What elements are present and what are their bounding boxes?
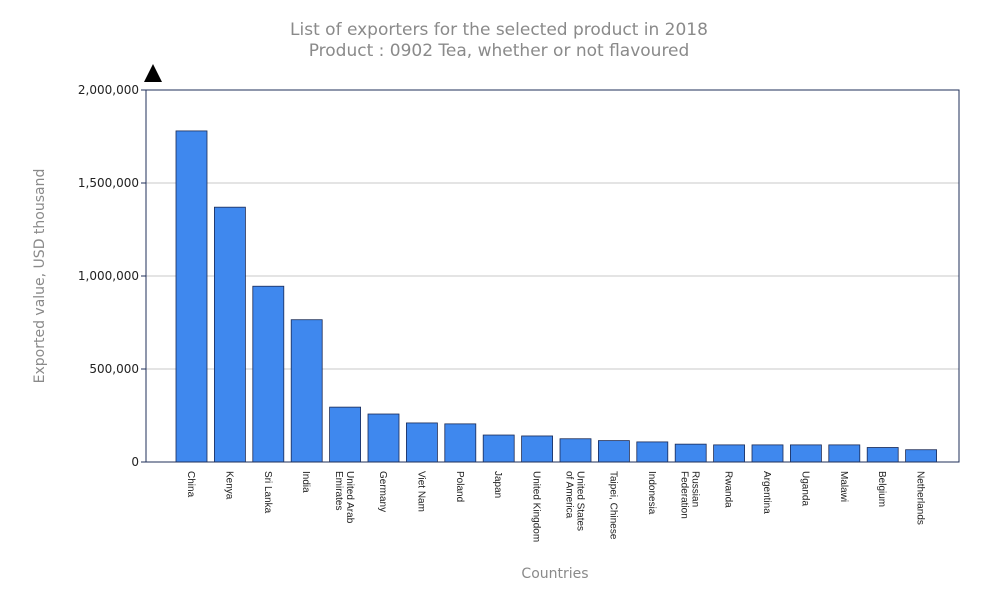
y-axis-title: Exported value, USD thousand: [32, 169, 48, 384]
x-category-label: Uganda: [799, 471, 810, 506]
bar: [828, 444, 861, 463]
bar: [790, 444, 822, 463]
bar: [329, 406, 362, 463]
y-tick-label: 500,000: [89, 362, 139, 376]
x-category-label: Sri Lanka: [262, 471, 273, 514]
x-category-label: China: [185, 471, 196, 498]
x-category-label: Taipei, Chinese: [607, 471, 618, 540]
bar: [175, 130, 208, 463]
bar: [598, 440, 630, 463]
x-category-label: Kenya: [223, 471, 234, 500]
chart-subtitle: Product : 0902 Tea, whether or not flavo…: [309, 41, 690, 61]
x-category-label: Japan: [492, 471, 503, 498]
bar: [367, 413, 400, 463]
bar: [405, 422, 438, 463]
x-category-label: Malawi: [838, 471, 849, 502]
x-category-label: Belgium: [876, 471, 887, 507]
y-tick-label: 0: [131, 455, 139, 469]
x-category-label: RussianFederation: [679, 471, 701, 519]
x-category-label: Viet Nam: [415, 471, 426, 512]
y-axis-ticks: 0 500,000 1,000,000 1,500,000 2,000,000: [78, 83, 146, 469]
x-category-label: United Statesof America: [564, 471, 586, 531]
x-category-label: India: [300, 471, 311, 493]
bar: [521, 435, 553, 463]
bar: [559, 438, 592, 463]
x-category-label: Argentina: [761, 471, 772, 514]
chart-title: List of exporters for the selected produ…: [290, 20, 708, 40]
x-axis-labels: China Kenya Sri Lanka India United ArabEmira…: [185, 471, 926, 542]
bar: [213, 206, 246, 463]
bar: [482, 434, 515, 463]
x-category-label: United Kingdom: [531, 471, 542, 542]
bar: [751, 444, 784, 463]
bar: [290, 319, 323, 463]
x-category-label: Rwanda: [723, 471, 734, 508]
bar: [252, 285, 285, 463]
x-category-label: Indonesia: [646, 471, 657, 515]
bar: [674, 443, 707, 463]
bars: [175, 130, 937, 463]
y-tick-label: 2,000,000: [78, 83, 139, 97]
x-axis-title: Countries: [521, 566, 588, 582]
bar: [866, 447, 899, 463]
x-category-label: Germany: [377, 471, 388, 512]
bar: [444, 423, 477, 463]
bar: [636, 441, 669, 463]
bar: [713, 444, 745, 463]
y-tick-label: 1,000,000: [78, 269, 139, 283]
y-axis-arrow-icon: [144, 64, 162, 82]
x-category-label: Poland: [454, 471, 465, 502]
x-category-label: United ArabEmirates: [333, 471, 355, 524]
bar: [905, 449, 937, 463]
x-category-label: Netherlands: [915, 471, 926, 525]
y-tick-label: 1,500,000: [78, 176, 139, 190]
